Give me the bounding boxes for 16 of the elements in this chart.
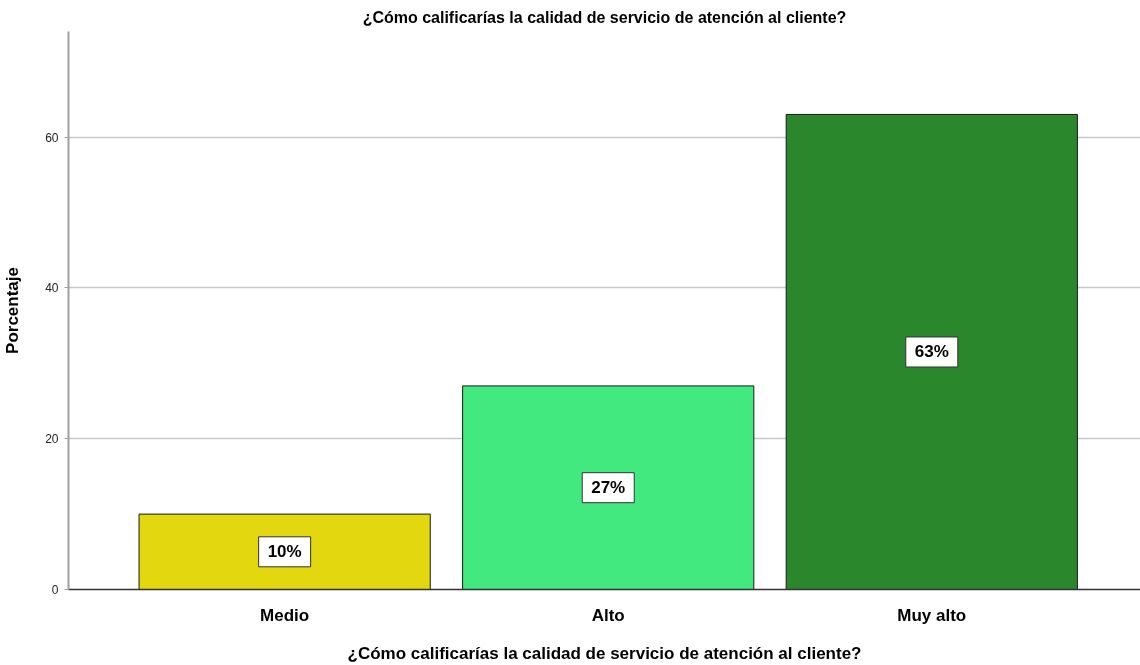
data-label: 10%: [267, 542, 302, 562]
x-axis-title: ¿Cómo calificarías la calidad de servicio de atención al cliente?: [347, 643, 862, 663]
data-label: 63%: [914, 342, 949, 362]
x-tick-label: Medio: [260, 605, 310, 625]
y-tick-label: 0: [51, 583, 59, 597]
y-tick-label: 60: [45, 130, 59, 145]
x-tick-label: Muy alto: [897, 605, 967, 625]
bar: [462, 385, 755, 590]
bar: [138, 513, 431, 590]
data-label: 27%: [591, 478, 626, 498]
bar: [785, 113, 1078, 590]
x-tick-label: Alto: [591, 605, 625, 625]
chart-title: ¿Cómo calificarías la calidad de servicio de atención al cliente?: [362, 8, 847, 26]
y-axis-title: Porcentaje: [3, 267, 23, 354]
y-tick-label: 40: [45, 281, 59, 296]
y-tick-label: 20: [45, 432, 59, 447]
